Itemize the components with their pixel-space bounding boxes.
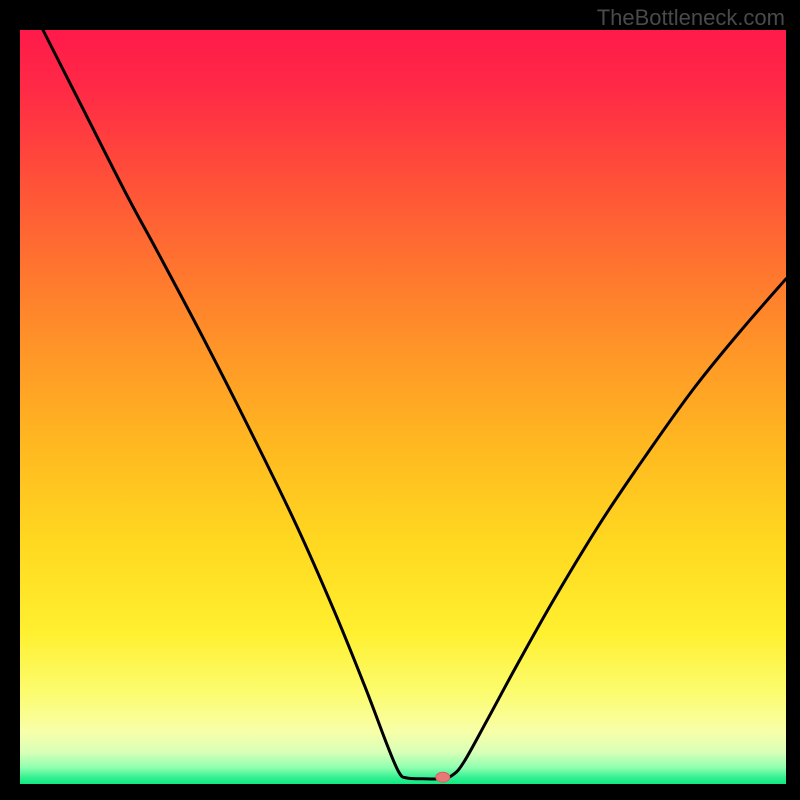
bottleneck-chart: [0, 0, 800, 800]
chart-frame: TheBottleneck.com: [0, 0, 800, 800]
watermark-text: TheBottleneck.com: [597, 5, 785, 31]
optimum-marker: [436, 772, 450, 782]
plot-background: [20, 30, 786, 784]
